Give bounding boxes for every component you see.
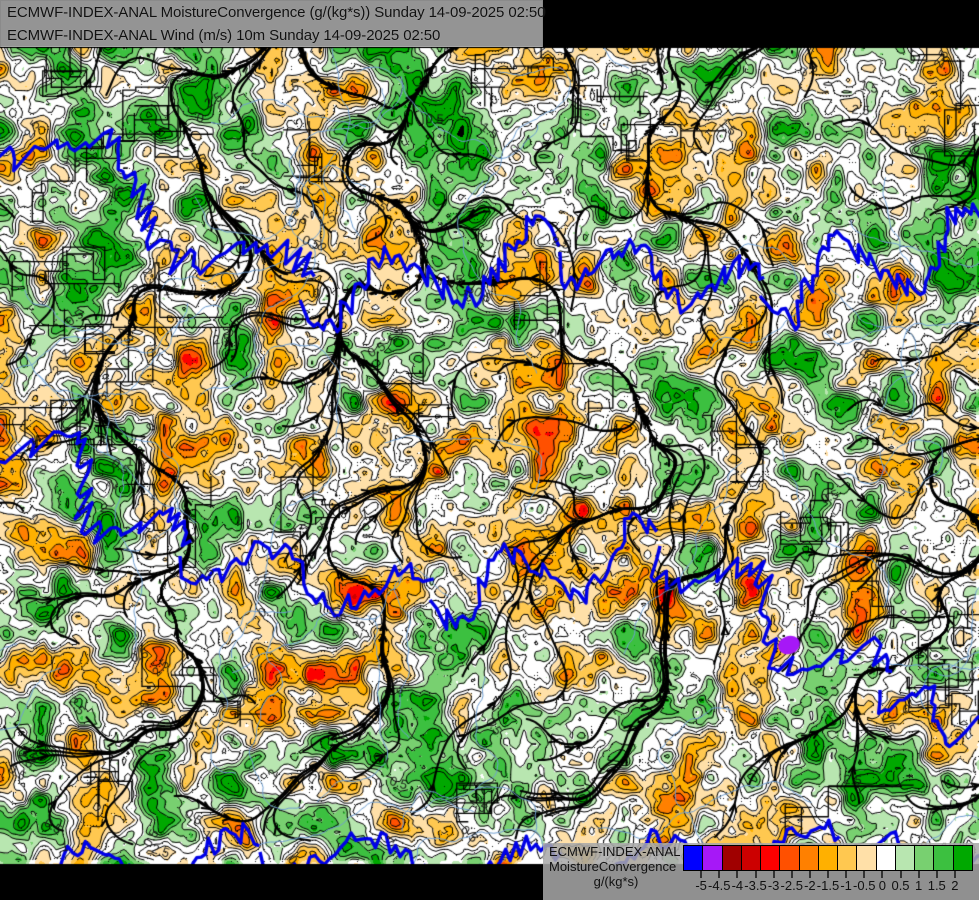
colorbar-tick: [790, 871, 793, 878]
colorbar-swatch[interactable]: [934, 846, 954, 870]
colorbar-tick: [899, 871, 902, 878]
chart-title-block: ECMWF-INDEX-ANAL MoistureConvergence (g/…: [0, 0, 546, 47]
colorbar-tick: [700, 871, 703, 878]
legend-units: g/(kg*s): [593, 874, 639, 889]
colorbar-swatch[interactable]: [895, 846, 916, 870]
colorbar-tick-label: -1.5: [816, 878, 840, 893]
colorbar-tick: [863, 871, 866, 878]
colorbar-tick-label: -3: [767, 878, 780, 893]
colorbar-tick-label: 1.5: [927, 878, 946, 893]
colorbar-tick-label: -4.5: [708, 878, 731, 893]
colorbar-tick: [917, 871, 920, 878]
colorbar-tick: [718, 871, 721, 878]
colorbar[interactable]: [683, 845, 973, 871]
colorbar-tick-group: -5 -4.5 -4 -3.5 -3 -2.5 -2 -1.5 -1 -0.5 0 0.5 1 1.5 2: [683, 871, 975, 899]
colorbar-tick-label: -3.5: [744, 878, 767, 893]
colorbar-tick-label: 0: [878, 878, 886, 893]
colorbar-tick: [772, 871, 775, 878]
colorbar-tick-label: -1: [840, 878, 852, 893]
colorbar-swatch[interactable]: [915, 846, 935, 870]
colorbar-tick: [808, 871, 811, 878]
colorbar-tick: [736, 871, 739, 878]
title-wind: ECMWF-INDEX-ANAL Wind (m/s) 10m Sunday 1…: [7, 27, 441, 44]
colorbar-swatch[interactable]: [799, 846, 819, 870]
colorbar-swatch[interactable]: [741, 846, 762, 870]
colorbar-tick-label: 2: [951, 878, 959, 893]
colorbar-tick-label: -2: [804, 878, 816, 893]
colorbar-tick-label: -5: [695, 878, 707, 893]
legend-label-group: ECMWF-INDEX-ANAL MoistureConvergence: [549, 844, 689, 874]
colorbar-swatch[interactable]: [780, 846, 800, 870]
colorbar-swatch[interactable]: [857, 846, 877, 870]
colorbar-swatch[interactable]: [838, 846, 858, 870]
colorbar-swatch[interactable]: [876, 846, 896, 870]
colorbar-tick-label: -0.5: [853, 878, 876, 893]
title-row-wind: ECMWF-INDEX-ANAL Wind (m/s) 10m Sunday 1…: [1, 24, 542, 47]
legend-panel: ECMWF-INDEX-ANAL MoistureConvergence g/(…: [543, 843, 979, 900]
title-moisture-convergence: ECMWF-INDEX-ANAL MoistureConvergence (g/…: [7, 4, 546, 21]
colorbar-tick: [845, 871, 848, 878]
colorbar-swatch[interactable]: [684, 846, 704, 870]
colorbar-tick-label: -4: [731, 878, 744, 893]
colorbar-tick-label: -2.5: [780, 878, 803, 893]
colorbar-tick: [754, 871, 757, 878]
legend-model-name: ECMWF-INDEX-ANAL: [549, 844, 681, 859]
title-row-moisture: ECMWF-INDEX-ANAL MoistureConvergence (g/…: [1, 1, 546, 24]
colorbar-swatch[interactable]: [953, 846, 972, 870]
colorbar-swatch[interactable]: [703, 846, 723, 870]
colorbar-tick: [935, 871, 938, 878]
colorbar-tick: [827, 871, 829, 878]
colorbar-tick: [881, 871, 884, 878]
colorbar-tick-label: 0.5: [891, 878, 910, 893]
colorbar-tick-label: 1: [915, 878, 923, 893]
colorbar-swatch[interactable]: [761, 846, 781, 870]
colorbar-tick: [953, 871, 956, 878]
colorbar-swatch[interactable]: [818, 846, 839, 870]
colorbar-swatch[interactable]: [722, 846, 742, 870]
legend-variable-name: MoistureConvergence: [549, 859, 677, 874]
